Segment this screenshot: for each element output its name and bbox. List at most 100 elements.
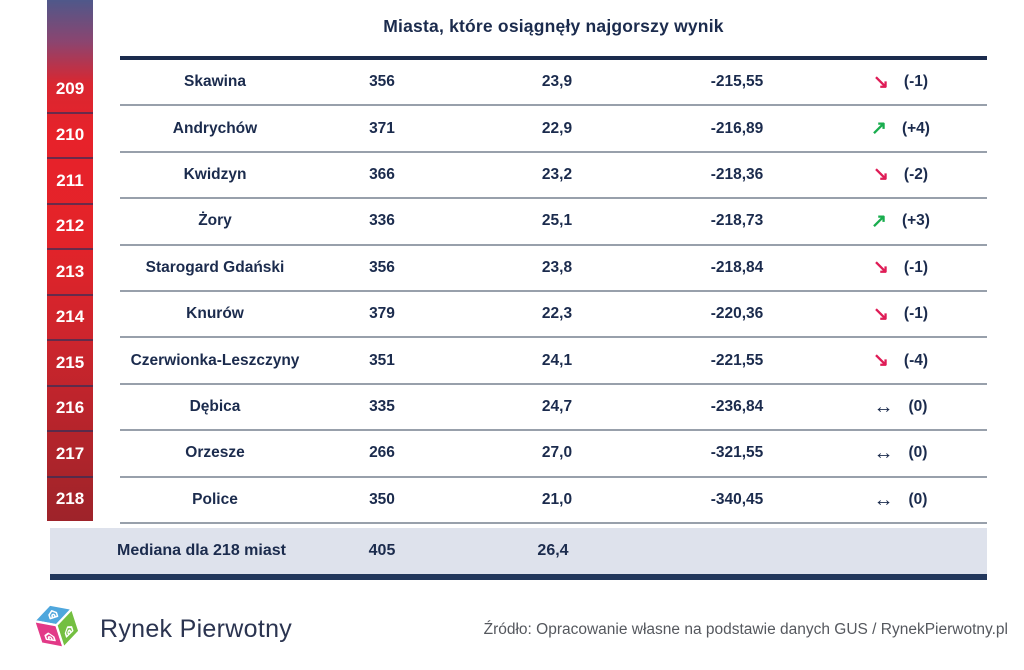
table-row: Orzesze 266 27,0 -321,55 ↔ (0) — [120, 431, 987, 478]
rank-change: ↘ (-4) — [814, 351, 987, 370]
table-row: Dębica 335 24,7 -236,84 ↔ (0) — [120, 385, 987, 432]
value-2: 24,7 — [541, 397, 573, 415]
down-arrow-icon: ↘ — [872, 164, 889, 186]
up-arrow-icon: ↗ — [871, 118, 887, 140]
value-2: 23,8 — [541, 258, 573, 276]
change-value: (+4) — [901, 119, 930, 137]
median-row: Mediana dla 218 miast 405 26,4 — [50, 528, 987, 580]
down-arrow-icon: ↘ — [872, 257, 889, 279]
up-arrow-icon: ↗ — [871, 210, 887, 232]
rank-change: ↘ (-1) — [814, 73, 987, 92]
value-2: 23,2 — [541, 165, 573, 183]
value-3: -221,55 — [710, 351, 764, 369]
rank-number: 213 — [47, 248, 93, 294]
change-value: (+3) — [901, 212, 930, 230]
change-value: (0) — [908, 397, 928, 415]
same-arrow-icon: ↔ — [873, 395, 894, 418]
rank-cells: 209 210 211 212 213 214 215 216 217 218 — [47, 66, 93, 521]
median-label: Mediana dla 218 miast — [117, 542, 286, 559]
down-arrow-icon: ↘ — [872, 350, 889, 372]
value-3: -215,55 — [710, 73, 764, 91]
change-value: (0) — [908, 444, 928, 462]
table-row: Żory 336 25,1 -218,73 ↗ (+3) — [120, 199, 987, 246]
rank-change: ↘ (-2) — [814, 165, 987, 184]
table-row: Kwidzyn 366 23,2 -218,36 ↘ (-2) — [120, 153, 987, 200]
value-3: -321,55 — [710, 444, 764, 462]
rank-number: 211 — [47, 157, 93, 203]
city-name: Dębica — [189, 397, 241, 415]
rank-change: ↔ (0) — [814, 397, 987, 417]
value-1: 350 — [369, 490, 395, 508]
table-row: Knurów 379 22,3 -220,36 ↘ (-1) — [120, 292, 987, 339]
rank-gradient-bar: 209 210 211 212 213 214 215 216 217 218 — [47, 0, 93, 521]
down-arrow-icon: ↘ — [872, 71, 889, 93]
change-value: (-1) — [903, 73, 929, 91]
same-arrow-icon: ↔ — [873, 442, 894, 465]
rank-number: 218 — [47, 475, 93, 522]
city-name: Starogard Gdański — [145, 258, 285, 276]
value-1: 335 — [369, 397, 395, 415]
rank-change: ↗ (+4) — [814, 119, 987, 138]
value-2: 24,1 — [541, 351, 573, 369]
down-arrow-icon: ↘ — [872, 303, 889, 325]
value-1: 379 — [369, 305, 395, 323]
city-name: Police — [192, 490, 238, 508]
value-3: -218,36 — [710, 165, 764, 183]
same-arrow-icon: ↔ — [873, 488, 894, 511]
value-2: 22,3 — [541, 305, 573, 323]
rank-number: 217 — [47, 430, 93, 476]
table-row: Andrychów 371 22,9 -216,89 ↗ (+4) — [120, 106, 987, 153]
brand-name: Rynek Pierwotny — [100, 615, 293, 643]
city-name: Żory — [198, 212, 232, 230]
value-3: -220,36 — [710, 305, 764, 323]
city-name: Skawina — [183, 73, 247, 91]
value-3: -218,84 — [710, 258, 764, 276]
value-3: -216,89 — [710, 119, 764, 137]
rank-number: 215 — [47, 339, 93, 385]
value-1: 366 — [369, 165, 395, 183]
value-2: 27,0 — [541, 444, 573, 462]
change-value: (-1) — [903, 305, 929, 323]
rank-change: ↗ (+3) — [814, 212, 987, 231]
value-3: -218,73 — [710, 212, 764, 230]
rank-bar-top-spacer — [47, 0, 93, 66]
change-value: (-4) — [903, 351, 929, 369]
change-value: (0) — [908, 490, 928, 508]
table-rows: Skawina 356 23,9 -215,55 ↘ (-1) Andrychów 371 22… — [120, 60, 987, 524]
value-2: 21,0 — [541, 490, 573, 508]
table-row: Police 350 21,0 -340,45 ↔ (0) — [120, 478, 987, 524]
value-1: 336 — [369, 212, 395, 230]
change-value: (-1) — [903, 258, 929, 276]
city-name: Czerwionka-Leszczyny — [130, 351, 300, 369]
rank-change: ↔ (0) — [814, 443, 987, 463]
value-3: -236,84 — [710, 397, 764, 415]
change-value: (-2) — [903, 165, 929, 183]
city-name: Kwidzyn — [183, 165, 247, 183]
rank-number: 210 — [47, 111, 93, 158]
city-name: Andrychów — [172, 119, 258, 137]
brand: Rynek Pierwotny — [28, 598, 292, 661]
city-name: Orzesze — [185, 444, 245, 462]
table-title: Miasta, które osiągnęły najgorszy wynik — [383, 16, 724, 36]
median-value-1: 405 — [368, 542, 396, 559]
rank-change: ↘ (-1) — [814, 305, 987, 324]
rank-change: ↘ (-1) — [814, 258, 987, 277]
value-1: 356 — [369, 258, 395, 276]
city-name: Knurów — [186, 305, 244, 323]
table-row: Skawina 356 23,9 -215,55 ↘ (-1) — [120, 60, 987, 107]
value-1: 351 — [369, 351, 395, 369]
rynek-pierwotny-cube-logo-icon — [28, 598, 86, 661]
rank-change: ↔ (0) — [814, 490, 987, 510]
table-row: Czerwionka-Leszczyny 351 24,1 -221,55 ↘ (-4) — [120, 338, 987, 385]
value-2: 23,9 — [541, 73, 573, 91]
value-3: -340,45 — [710, 490, 764, 508]
footer: Rynek Pierwotny Źródło: Opracowanie włas… — [0, 596, 1024, 670]
value-2: 25,1 — [541, 212, 573, 230]
table-row: Starogard Gdański 356 23,8 -218,84 ↘ (-1) — [120, 246, 987, 292]
rank-number: 212 — [47, 202, 93, 249]
rank-number: 216 — [47, 384, 93, 431]
rank-number: 214 — [47, 293, 93, 340]
value-1: 266 — [369, 444, 395, 462]
source-text: Źródło: Opracowanie własne na podstawie … — [483, 621, 1008, 638]
